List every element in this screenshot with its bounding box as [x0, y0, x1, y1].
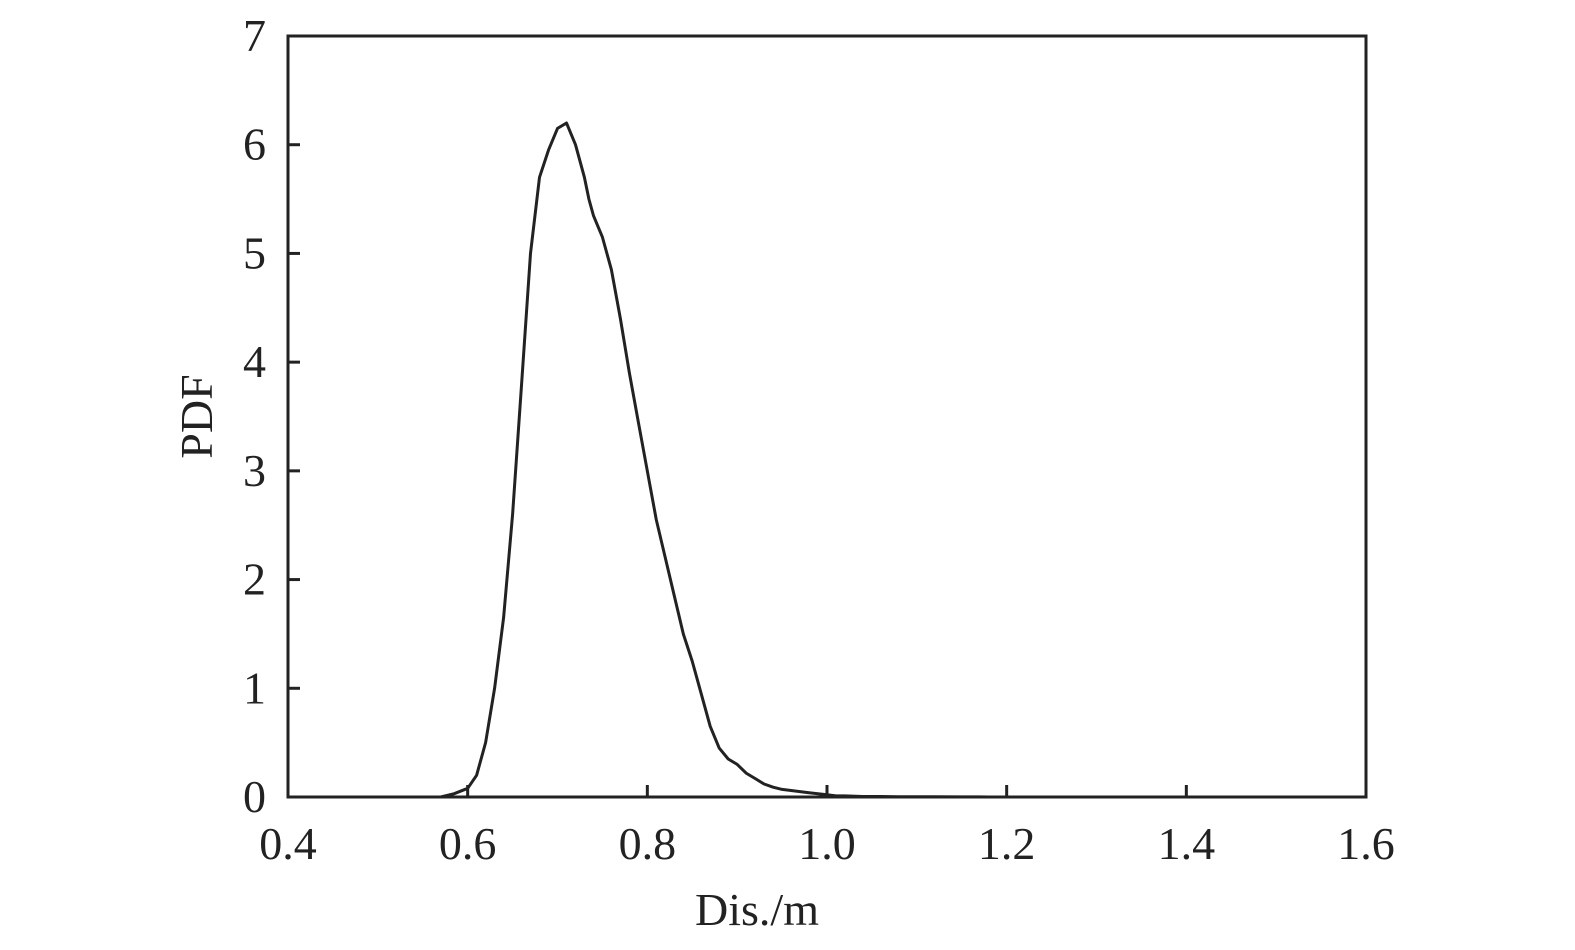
pdf-curve — [286, 121, 1368, 799]
y-tick-label: 7 — [243, 10, 266, 61]
y-axis-ticks: 0 1 2 3 4 5 6 7 — [243, 10, 300, 822]
x-tick-label: 0.8 — [619, 818, 677, 869]
x-tick-label: 1.6 — [1337, 818, 1395, 869]
x-tick-label: 0.4 — [259, 818, 317, 869]
y-tick-label: 0 — [243, 771, 266, 822]
y-tick-label: 5 — [243, 227, 266, 278]
y-tick-label: 6 — [243, 119, 266, 170]
y-tick-label: 4 — [243, 336, 266, 387]
x-axis-label: Dis./m — [695, 884, 819, 935]
plot-frame — [286, 34, 1368, 799]
y-tick-label: 1 — [243, 662, 266, 713]
x-tick-label: 1.0 — [798, 818, 856, 869]
x-tick-label: 1.2 — [978, 818, 1036, 869]
y-tick-label: 3 — [243, 445, 266, 496]
x-tick-label: 0.6 — [439, 818, 497, 869]
x-tick-label: 1.4 — [1158, 818, 1216, 869]
y-tick-label: 2 — [243, 554, 266, 605]
x-axis-ticks: 0.4 0.6 0.8 1.0 1.2 1.4 1.6 — [259, 785, 1395, 869]
plot-area — [286, 34, 1368, 799]
y-axis-label: PDF — [171, 374, 222, 458]
